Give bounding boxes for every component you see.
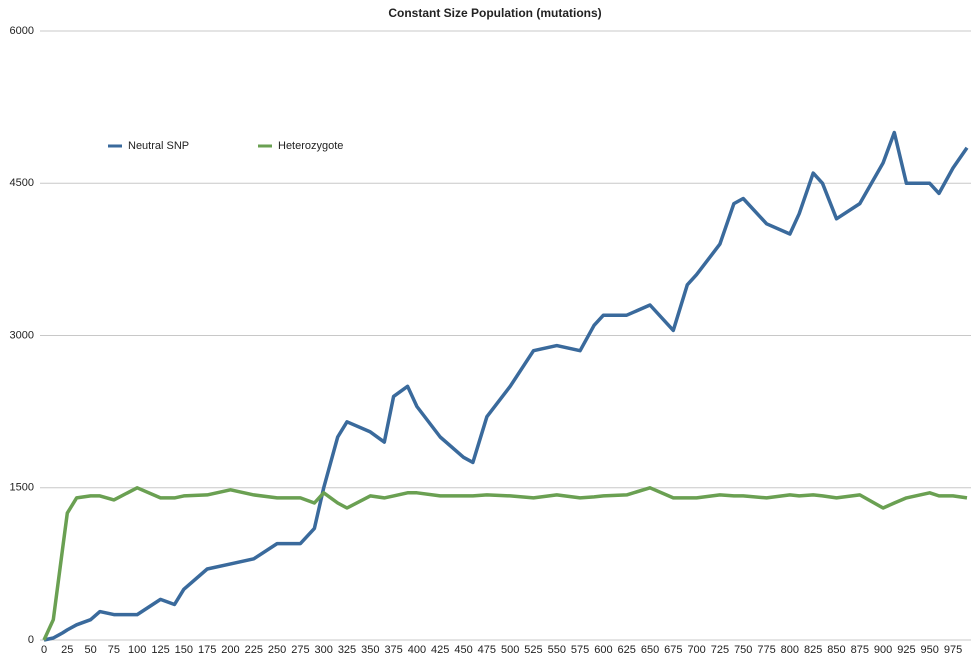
x-tick-label: 425: [431, 644, 449, 656]
legend-label: Heterozygote: [278, 140, 343, 152]
x-tick-label: 800: [781, 644, 799, 656]
x-tick-label: 450: [454, 644, 472, 656]
x-tick-label: 725: [711, 644, 729, 656]
x-tick-label: 375: [384, 644, 402, 656]
x-tick-label: 175: [198, 644, 216, 656]
x-tick-label: 950: [921, 644, 939, 656]
x-tick-label: 925: [897, 644, 915, 656]
x-tick-label: 400: [408, 644, 426, 656]
x-tick-label: 525: [524, 644, 542, 656]
y-tick-label: 4500: [10, 177, 34, 189]
x-tick-label: 675: [664, 644, 682, 656]
x-tick-label: 975: [944, 644, 962, 656]
x-tick-label: 100: [128, 644, 146, 656]
chart-title: Constant Size Population (mutations): [388, 6, 601, 20]
y-tick-label: 3000: [10, 329, 34, 341]
x-tick-label: 775: [757, 644, 775, 656]
x-tick-label: 475: [478, 644, 496, 656]
x-tick-label: 125: [151, 644, 169, 656]
x-tick-label: 150: [175, 644, 193, 656]
x-tick-label: 50: [84, 644, 96, 656]
x-tick-label: 650: [641, 644, 659, 656]
x-tick-label: 300: [315, 644, 333, 656]
x-tick-label: 825: [804, 644, 822, 656]
y-tick-label: 6000: [10, 25, 34, 37]
x-tick-label: 700: [687, 644, 705, 656]
x-tick-label: 900: [874, 644, 892, 656]
x-tick-label: 75: [108, 644, 120, 656]
x-tick-label: 850: [827, 644, 845, 656]
y-tick-label: 0: [28, 634, 34, 646]
x-tick-label: 550: [548, 644, 566, 656]
x-tick-label: 0: [41, 644, 47, 656]
x-tick-label: 625: [618, 644, 636, 656]
x-tick-label: 200: [221, 644, 239, 656]
x-tick-label: 250: [268, 644, 286, 656]
x-tick-label: 225: [245, 644, 263, 656]
series-line: [43, 130, 969, 642]
x-tick-label: 500: [501, 644, 519, 656]
x-tick-label: 875: [851, 644, 869, 656]
x-tick-label: 600: [594, 644, 612, 656]
x-tick-label: 575: [571, 644, 589, 656]
y-tick-label: 1500: [10, 482, 34, 494]
legend-label: Neutral SNP: [128, 140, 189, 152]
x-tick-label: 350: [361, 644, 379, 656]
series-line: [42, 486, 968, 641]
x-tick-label: 25: [61, 644, 73, 656]
x-tick-label: 275: [291, 644, 309, 656]
x-tick-label: 325: [338, 644, 356, 656]
x-tick-label: 750: [734, 644, 752, 656]
